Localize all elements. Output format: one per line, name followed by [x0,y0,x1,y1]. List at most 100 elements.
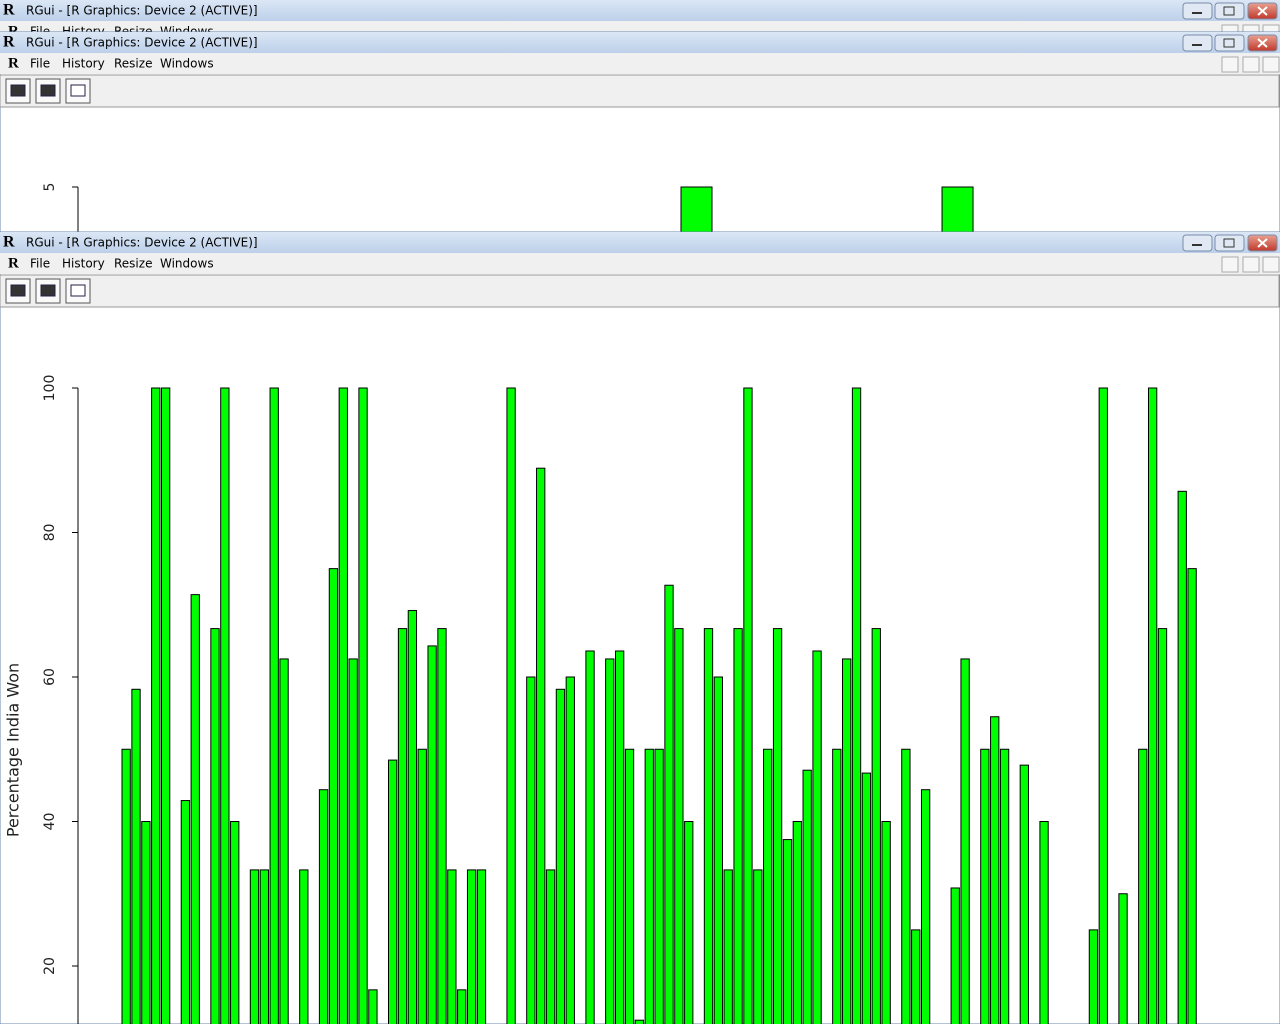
bar [565,676,575,1024]
bar [210,628,220,1024]
bar [457,989,467,1024]
minimize-icon [1192,44,1202,46]
minimize-button[interactable] [1182,34,1213,52]
bar [476,869,487,1024]
bar [644,748,654,1024]
bar [585,650,595,1024]
bar [1147,387,1158,1024]
toolbar [0,274,1280,308]
mdi-close[interactable] [1262,256,1280,273]
menu-item[interactable]: Windows [160,57,214,71]
menu-item[interactable]: Windows [160,257,214,271]
bar [1187,568,1197,1024]
menu-item[interactable]: Resize [114,57,152,71]
bar [1138,748,1148,1024]
maximize-button[interactable] [1214,234,1245,252]
bar [723,869,733,1024]
bar [753,869,763,1024]
close-icon [1257,38,1268,48]
bar [1098,387,1108,1024]
copy-button[interactable] [5,78,31,104]
button-icon [70,84,86,97]
close-icon [1257,238,1268,248]
maximize-button[interactable] [1214,2,1245,20]
bar [674,628,684,1024]
y-tick-label: 100 [42,375,58,402]
bar [654,748,664,1024]
bar [545,869,556,1024]
close-icon [1257,6,1268,16]
bar [131,688,141,1024]
print-button[interactable] [35,278,61,304]
app-icon: R [3,234,15,251]
mdi-minimize[interactable] [1221,56,1239,73]
bar [279,658,289,1024]
bar [911,929,921,1024]
bar [881,821,891,1024]
doc-icon: R [8,255,19,271]
button-icon [40,284,56,297]
app-icon: R [3,2,15,19]
button-icon [10,284,26,297]
console-button[interactable] [65,278,91,304]
y-tick-label: 60 [42,668,58,686]
bar [387,759,398,1024]
title-bar [0,232,1280,253]
bar [713,676,724,1024]
bar [634,1019,645,1024]
menu-item[interactable]: File [30,57,50,71]
bar [180,800,191,1024]
bar [664,584,674,1024]
bar [792,821,802,1024]
menu-item[interactable]: File [30,257,50,271]
y-tick-label: 40 [42,813,58,831]
maximize-button[interactable] [1214,34,1245,52]
bar [624,748,635,1024]
bar [920,789,931,1024]
bar [437,628,447,1024]
bar [328,568,339,1024]
y-tick-label: 5 [42,183,58,192]
mdi-close[interactable] [1262,56,1280,73]
app-icon: R [3,34,15,51]
menu-item[interactable]: History [62,257,105,271]
mdi-restore[interactable] [1242,256,1260,273]
button-icon [70,284,86,297]
bar [851,387,862,1024]
bar [999,748,1010,1024]
bar [447,869,457,1024]
menu-item[interactable]: Resize [114,257,152,271]
bar [733,628,743,1024]
bar [1039,821,1049,1024]
bar [338,387,348,1024]
bar [871,628,881,1024]
bar [299,869,309,1024]
bar [1157,628,1168,1024]
window-title: RGui - [R Graphics: Device 2 (ACTIVE)] [26,236,258,250]
y-tick-label: 20 [42,957,58,975]
button-icon [10,84,26,97]
bar [407,610,418,1024]
minimize-button[interactable] [1182,2,1213,20]
bar [1088,929,1099,1024]
minimize-button[interactable] [1182,234,1213,252]
bar [151,387,161,1024]
bar [417,748,427,1024]
bar [190,594,200,1024]
bar [160,387,171,1024]
mdi-minimize[interactable] [1221,256,1239,273]
bar [536,467,546,1024]
bar [605,658,615,1024]
bar [230,821,240,1024]
maximize-icon [1223,38,1235,48]
mdi-restore[interactable] [1242,56,1260,73]
bar [812,650,822,1024]
bar [684,821,694,1024]
bar [861,772,872,1024]
bar [960,658,970,1024]
menu-item[interactable]: History [62,57,105,71]
bar [397,628,408,1024]
bar [141,821,151,1024]
